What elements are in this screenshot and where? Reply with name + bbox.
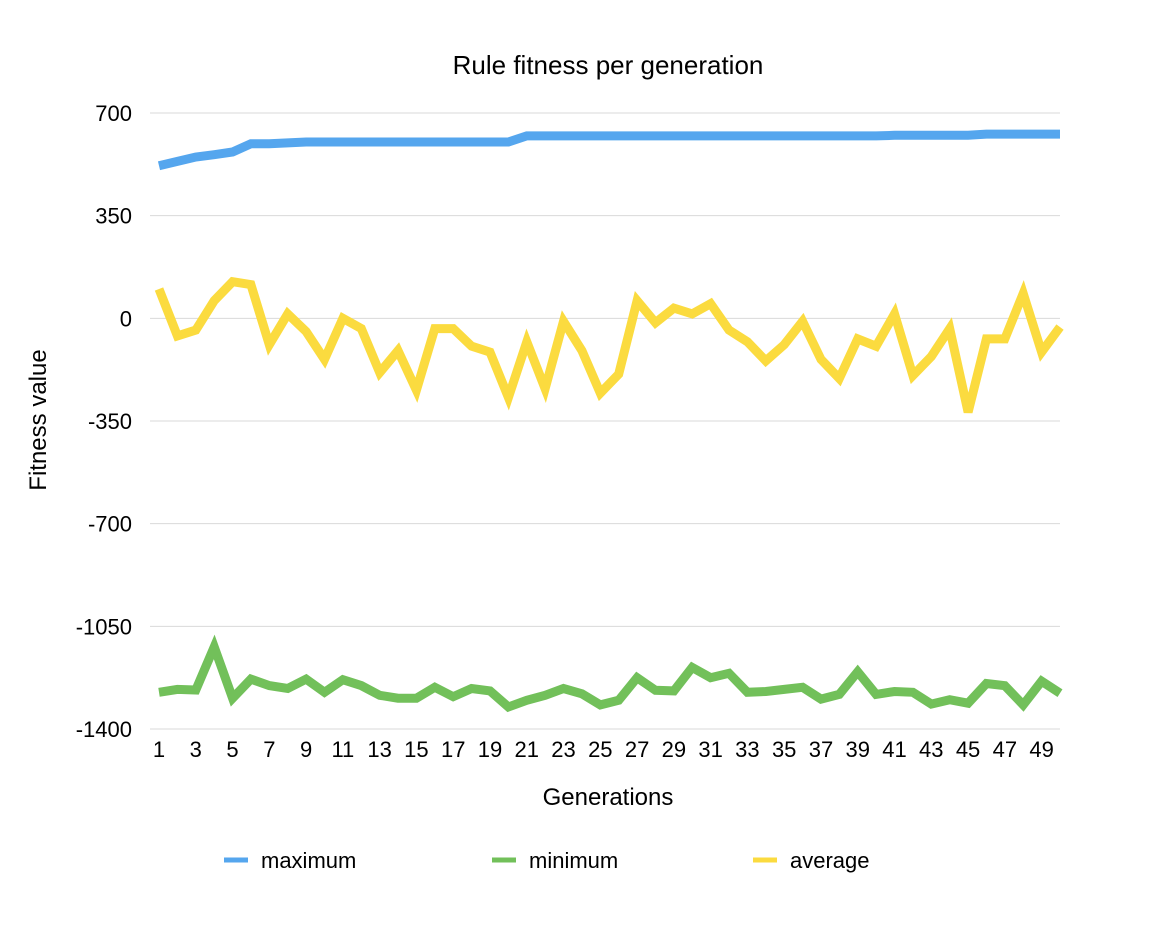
legend-label-maximum: maximum	[261, 848, 356, 873]
x-tick-label: 25	[588, 737, 612, 762]
x-tick-label: 23	[551, 737, 575, 762]
x-tick-label: 21	[515, 737, 539, 762]
series-line-maximum	[157, 129, 1060, 171]
x-tick-label: 35	[772, 737, 796, 762]
x-tick-label: 11	[331, 737, 354, 762]
gridlines	[150, 112, 1060, 730]
legend-label-minimum: minimum	[529, 848, 618, 873]
series-line-minimum	[158, 634, 1063, 713]
y-tick-label: -1050	[76, 614, 132, 639]
legend-label-average: average	[790, 848, 870, 873]
x-tick-label: 27	[625, 737, 649, 762]
x-tick-label: 41	[882, 737, 906, 762]
x-tick-label: 47	[993, 737, 1017, 762]
y-tick-label: 700	[95, 101, 132, 126]
x-tick-label: 1	[153, 737, 165, 762]
series-lines	[154, 129, 1064, 713]
x-axis-label: Generations	[543, 784, 674, 811]
x-tick-label: 37	[809, 737, 833, 762]
series-line-average	[154, 276, 1064, 414]
x-tick-label: 19	[478, 737, 502, 762]
y-tick-label: 0	[120, 306, 132, 331]
y-tick-label: -1400	[76, 717, 132, 742]
x-tick-label: 39	[845, 737, 869, 762]
x-tick-label: 43	[919, 737, 943, 762]
x-tick-label: 13	[367, 737, 391, 762]
x-tick-label: 49	[1029, 737, 1053, 762]
chart-title: Rule fitness per generation	[453, 50, 764, 80]
x-tick-label: 5	[226, 737, 238, 762]
y-tick-label: 350	[95, 204, 132, 229]
x-tick-label: 7	[263, 737, 275, 762]
x-tick-label: 3	[190, 737, 202, 762]
x-tick-label: 33	[735, 737, 759, 762]
x-tick-label: 9	[300, 737, 312, 762]
y-tick-label: -350	[88, 409, 132, 434]
y-axis-label: Fitness value	[25, 349, 52, 490]
x-tick-label: 17	[441, 737, 465, 762]
legend: maximum minimum average	[224, 848, 870, 873]
x-tick-label: 31	[698, 737, 722, 762]
x-tick-label: 29	[662, 737, 686, 762]
y-axis-ticks: 700 350 0 -350 -700 -1050 -1400	[76, 101, 132, 742]
x-tick-label: 15	[404, 737, 428, 762]
y-tick-label: -700	[88, 512, 132, 537]
x-tick-label: 45	[956, 737, 980, 762]
x-axis-ticks: 1 3 5 7 9 11 13 15 17 19 21 23 25 27 29 31 33 35 37 39 41 43 4…	[153, 737, 1054, 762]
